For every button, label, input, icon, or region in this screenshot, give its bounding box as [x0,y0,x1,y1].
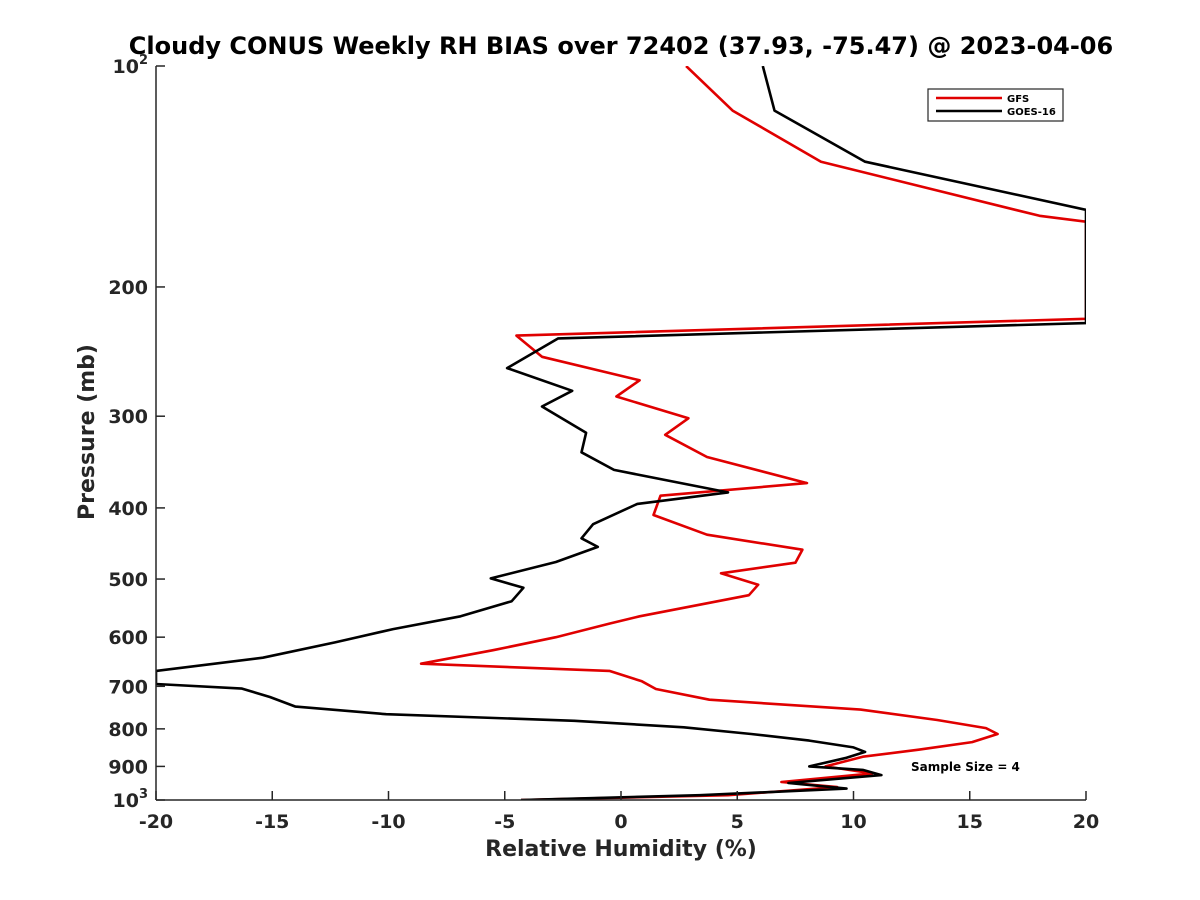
ticks: -20 -15 -10 -5 0 5 10 15 20 102 200 300 400 500 600 700… [108,53,1099,833]
y-tick-label: 700 [108,676,148,698]
x-tick-label: -20 [139,811,173,833]
y-tick-label: 300 [108,406,148,428]
y-tick-label: 900 [108,756,148,778]
plot-lines [156,66,1086,800]
legend: GFS GOES-16 [927,88,1064,122]
x-tick-label: -5 [494,811,515,833]
y-tick-label: 102 [113,53,149,78]
legend-entry: GOES-16 [1007,107,1056,118]
series-line-goes-16 [156,66,1086,800]
x-tick-label: 10 [840,811,866,833]
y-tick-label: 400 [108,498,148,520]
x-tick-label: 5 [731,811,744,833]
sample-size-annotation: Sample Size = 4 [911,760,1020,774]
x-tick-label: 20 [1073,811,1099,833]
series-line-gfs [419,66,1086,800]
x-tick-label: 15 [957,811,983,833]
y-tick-label: 600 [108,627,148,649]
y-tick-label: 103 [113,787,149,812]
x-axis-label: Relative Humidity (%) [485,837,757,862]
chart-title: Cloudy CONUS Weekly RH BIAS over 72402 (… [129,32,1113,60]
legend-entry: GFS [1007,94,1029,105]
y-tick-label: 800 [108,719,148,741]
legend-box [927,88,1064,122]
y-tick-label: 200 [108,277,148,299]
y-axis-label: Pressure (mb) [75,344,100,520]
y-tick-label: 500 [108,569,148,591]
axes [155,66,1086,801]
x-tick-label: -15 [255,811,289,833]
x-tick-label: -10 [371,811,405,833]
x-tick-label: 0 [614,811,627,833]
